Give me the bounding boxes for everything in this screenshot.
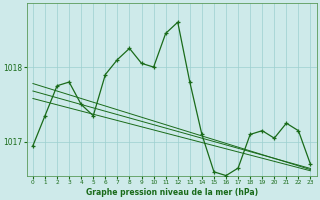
X-axis label: Graphe pression niveau de la mer (hPa): Graphe pression niveau de la mer (hPa) — [86, 188, 258, 197]
